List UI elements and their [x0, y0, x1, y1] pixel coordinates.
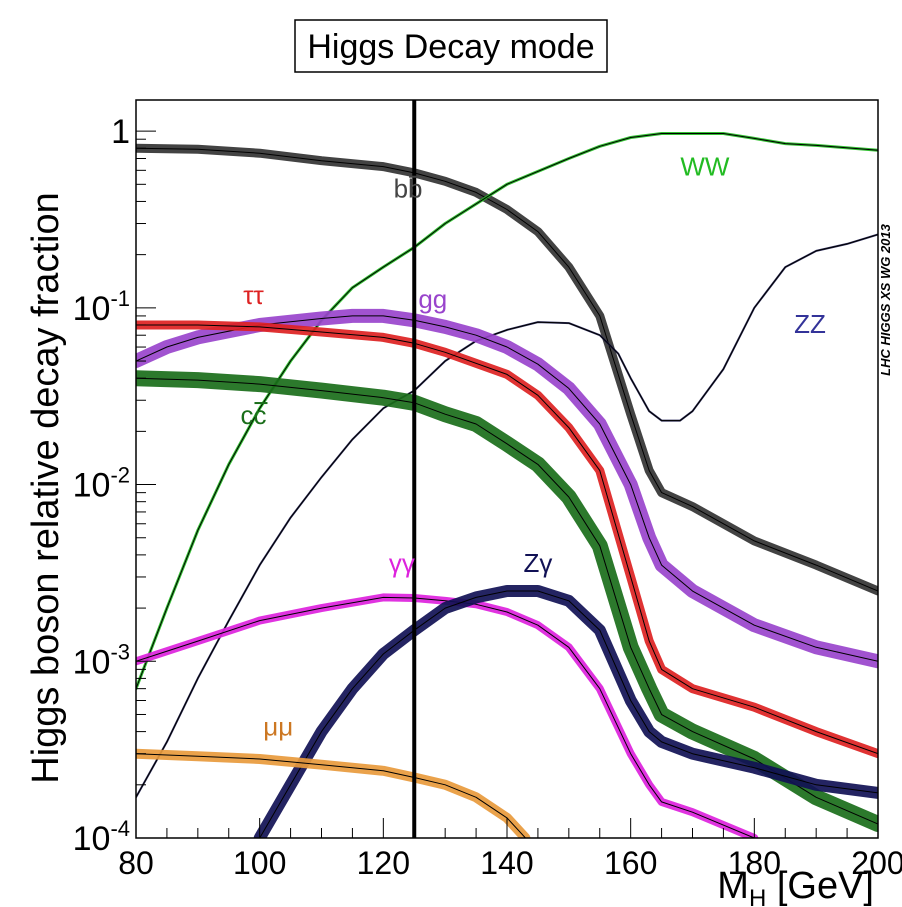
series-label-gg: gg	[418, 284, 447, 314]
series-line	[136, 315, 878, 662]
chart-title-text: Higgs Decay mode	[307, 28, 594, 66]
y-axis-label: Higgs boson relative decay fraction	[25, 192, 67, 783]
y-tick-label: 10-1	[73, 286, 130, 328]
series-band	[253, 585, 878, 838]
series-line	[136, 753, 526, 838]
series-label-WW: WW	[680, 152, 730, 182]
x-tick-label: 160	[604, 845, 657, 881]
chart-title: Higgs Decay mode	[294, 19, 608, 73]
y-tick-label: 10-4	[73, 816, 130, 858]
series-cc	[136, 370, 878, 832]
series-label-bb: bb	[394, 174, 423, 204]
series-ZZ	[136, 233, 878, 799]
series-label-text: gg	[418, 284, 447, 314]
series-band	[136, 748, 531, 838]
series-bb	[136, 143, 878, 596]
series-label-cc: cc	[240, 400, 268, 430]
series-label-text: ZZ	[794, 309, 826, 339]
series-label-ττ: ττ	[243, 280, 264, 310]
series-gg	[136, 308, 878, 669]
series-line	[136, 324, 878, 755]
x-tick-label: 180	[728, 845, 781, 881]
series-line	[136, 133, 878, 689]
series-label-μμ: μμ	[263, 712, 293, 742]
y-tick-label: 10-3	[73, 639, 130, 681]
series-layer	[136, 100, 878, 838]
series-label-Zγ: Zγ	[523, 548, 552, 578]
x-axis-label: MH [GeV]	[717, 865, 874, 907]
series-label-layer: bb WW ZZ gg ττ cc γγ Zγ μμ	[240, 152, 825, 742]
x-tick-label: 80	[118, 845, 154, 881]
series-label-text: bb	[394, 174, 423, 204]
series-line	[136, 234, 878, 798]
series-line	[259, 590, 878, 838]
series-label-text: μμ	[263, 712, 293, 742]
series-label-γγ: γγ	[389, 548, 415, 578]
series-WW	[136, 132, 878, 691]
series-line	[136, 147, 878, 592]
x-tick-label: 140	[480, 845, 533, 881]
series-band	[136, 143, 878, 596]
series-μμ	[136, 748, 531, 838]
series-label-text: Zγ	[523, 548, 552, 578]
axes-layer: 80 100 120 140 160 180 200 1 10-1 10-2 10-3 10-4	[73, 99, 902, 881]
x-tick-label: 120	[357, 845, 410, 881]
series-ττ	[136, 320, 878, 759]
series-label-text: WW	[680, 152, 730, 182]
series-Zγ	[253, 585, 878, 838]
x-tick-label: 200	[851, 845, 902, 881]
x-tick-label: 100	[233, 845, 286, 881]
series-label-ZZ: ZZ	[794, 309, 826, 339]
series-label-text: γγ	[389, 548, 415, 578]
series-γγ	[136, 593, 759, 838]
y-tick-label: 10-2	[73, 463, 130, 505]
series-label-text: cc	[240, 400, 266, 430]
y-tick-label: 1	[111, 113, 130, 151]
series-label-text: ττ	[243, 280, 264, 310]
series-line	[136, 596, 755, 838]
series-line	[136, 377, 878, 825]
watermark-text: LHC HIGGS XS WG 2013	[878, 223, 893, 375]
